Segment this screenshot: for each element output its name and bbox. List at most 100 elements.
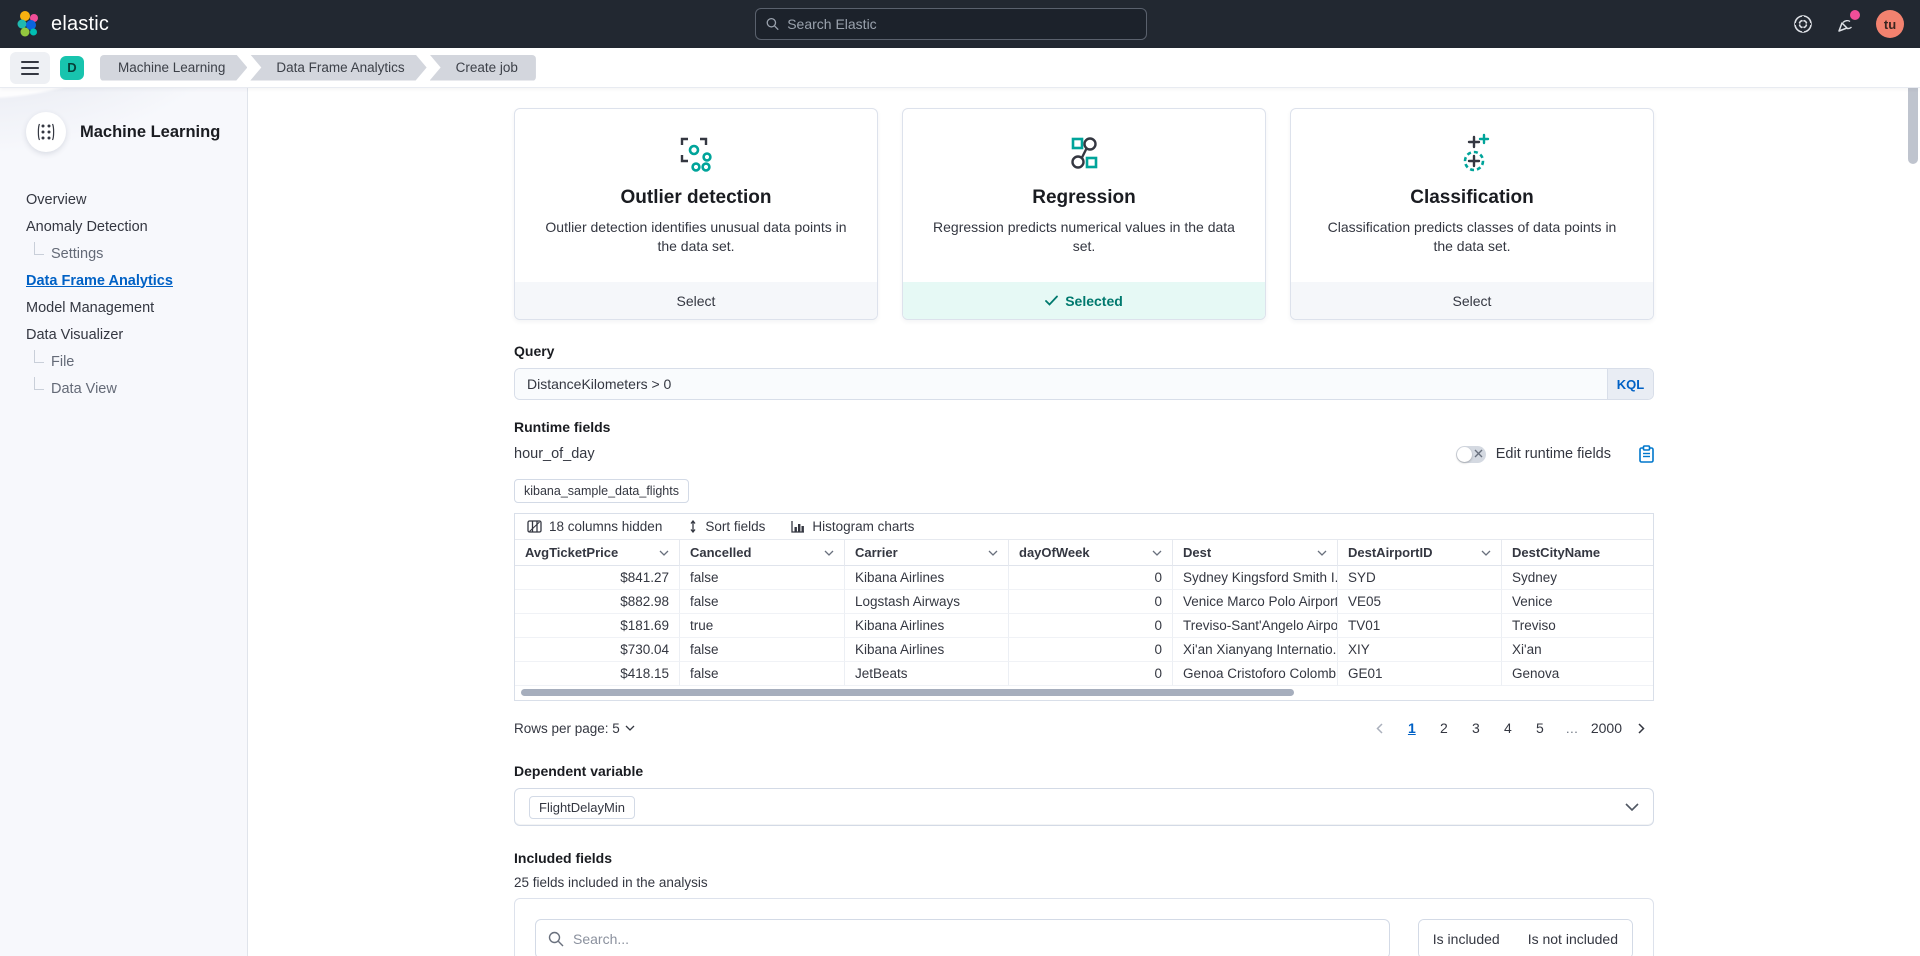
- newsfeed-icon[interactable]: [1834, 10, 1860, 35]
- included-fields-label: Included fields: [514, 850, 613, 866]
- page-button-1[interactable]: 1: [1407, 720, 1416, 736]
- global-search-input[interactable]: [787, 16, 1136, 32]
- dependent-variable-select[interactable]: FlightDelayMin: [514, 788, 1654, 826]
- global-header: elastic tu: [0, 0, 1920, 48]
- help-icon[interactable]: [1792, 13, 1814, 35]
- breadcrumb-data-frame-analytics[interactable]: Data Frame Analytics: [250, 55, 426, 81]
- sidebar-item-model-management[interactable]: Model Management: [26, 299, 155, 316]
- elastic-logo[interactable]: elastic: [16, 10, 109, 38]
- chevron-down-icon[interactable]: [1481, 550, 1491, 556]
- classification-card[interactable]: Classification Classification predicts c…: [1290, 108, 1654, 320]
- column-header-dest[interactable]: Dest: [1173, 540, 1338, 566]
- search-icon: [548, 931, 564, 947]
- edit-runtime-fields-label: Edit runtime fields: [1495, 446, 1611, 462]
- page-button-5[interactable]: 5: [1535, 720, 1544, 736]
- page-button-4[interactable]: 4: [1503, 720, 1512, 736]
- horizontal-scrollbar[interactable]: [515, 688, 1653, 697]
- histogram-icon: [791, 521, 805, 533]
- table-row: $841.27 false Kibana Airlines 0 Sydney K…: [515, 566, 1653, 590]
- runtime-field-name: hour_of_day: [514, 446, 595, 462]
- sort-fields-button[interactable]: Sort fields: [688, 519, 765, 534]
- user-avatar[interactable]: tu: [1876, 10, 1904, 38]
- previous-page-icon[interactable]: [1367, 715, 1393, 741]
- scrollbar-thumb[interactable]: [1908, 54, 1918, 164]
- sidebar-item-file[interactable]: File: [26, 348, 247, 375]
- card-title: Outlier detection: [620, 187, 772, 208]
- column-header-dayofweek[interactable]: dayOfWeek: [1009, 540, 1173, 566]
- global-search[interactable]: [755, 8, 1147, 40]
- notification-dot: [1850, 10, 1860, 20]
- scrollbar-thumb[interactable]: [521, 689, 1294, 696]
- classification-icon: [1291, 131, 1653, 177]
- column-header-cancelled[interactable]: Cancelled: [680, 540, 845, 566]
- columns-hidden-button[interactable]: 18 columns hidden: [527, 519, 662, 534]
- select-classification-button[interactable]: Select: [1291, 282, 1653, 319]
- sidebar-item-data-view[interactable]: Data View: [26, 375, 247, 402]
- menu-icon[interactable]: [10, 51, 50, 84]
- sidebar-item-anomaly-detection[interactable]: Anomaly Detection: [26, 218, 148, 235]
- sidebar-item-overview[interactable]: Overview: [26, 191, 87, 208]
- page-button-2[interactable]: 2: [1439, 720, 1448, 736]
- regression-card[interactable]: Regression Regression predicts numerical…: [902, 108, 1266, 320]
- breadcrumb: Machine Learning Data Frame Analytics Cr…: [100, 54, 536, 81]
- select-outlier-button[interactable]: Select: [515, 282, 877, 319]
- column-header-destairportid[interactable]: DestAirportID: [1338, 540, 1502, 566]
- is-included-filter-button[interactable]: Is included: [1418, 920, 1514, 956]
- sidebar-item-data-frame-analytics[interactable]: Data Frame Analytics: [26, 272, 173, 289]
- machine-learning-app-icon: [26, 112, 66, 152]
- search-icon: [766, 17, 779, 31]
- query-input[interactable]: [515, 369, 1607, 399]
- breadcrumb-bar: D Machine Learning Data Frame Analytics …: [0, 48, 1920, 88]
- chevron-down-icon[interactable]: [1152, 550, 1162, 556]
- sidebar-title: Machine Learning: [80, 122, 221, 141]
- pagination-controls: 1 2 3 4 5 … 2000: [1367, 715, 1654, 741]
- page-scrollbar[interactable]: [1908, 54, 1918, 952]
- card-description: Regression predicts numerical values in …: [933, 219, 1235, 254]
- included-fields-section: Included fields 25 fields included in th…: [514, 850, 1654, 956]
- is-not-included-filter-button[interactable]: Is not included: [1513, 920, 1632, 956]
- edit-runtime-fields-toggle[interactable]: [1455, 445, 1486, 463]
- space-avatar[interactable]: D: [60, 55, 84, 80]
- outlier-detection-card[interactable]: Outlier detection Outlier detection iden…: [514, 108, 878, 320]
- card-title: Classification: [1410, 187, 1534, 208]
- chevron-down-icon[interactable]: [659, 550, 669, 556]
- query-label: Query: [514, 343, 555, 359]
- rows-per-page-button[interactable]: Rows per page: 5: [514, 721, 635, 736]
- page-button-3[interactable]: 3: [1471, 720, 1480, 736]
- elastic-logo-icon: [17, 11, 38, 37]
- toggle-off-x-icon: [1474, 449, 1483, 458]
- check-icon: [1045, 295, 1059, 306]
- chevron-down-icon[interactable]: [1317, 550, 1327, 556]
- histogram-charts-button[interactable]: Histogram charts: [791, 519, 914, 534]
- chevron-down-icon: [1625, 803, 1639, 811]
- ml-sidebar: Machine Learning Overview Anomaly Detect…: [0, 88, 248, 956]
- table-row: $730.04 false Kibana Airlines 0 Xi'an Xi…: [515, 638, 1653, 662]
- column-header-destcityname[interactable]: DestCityName: [1502, 540, 1653, 566]
- fields-search[interactable]: [535, 919, 1390, 956]
- logo-text: elastic: [51, 12, 110, 35]
- column-header-avgticketprice[interactable]: AvgTicketPrice: [515, 540, 680, 566]
- table-row: $882.98 false Logstash Airways 0 Venice …: [515, 590, 1653, 614]
- copy-icon[interactable]: [1639, 445, 1654, 463]
- regression-selected-button[interactable]: Selected: [903, 282, 1265, 319]
- next-page-icon[interactable]: [1628, 715, 1654, 741]
- breadcrumb-machine-learning[interactable]: Machine Learning: [100, 55, 247, 81]
- tree-connector: [34, 377, 44, 390]
- sidebar-item-data-visualizer[interactable]: Data Visualizer: [26, 326, 124, 343]
- page-button-2000[interactable]: 2000: [1590, 720, 1622, 736]
- kql-language-button[interactable]: KQL: [1607, 369, 1653, 399]
- job-type-cards: Outlier detection Outlier detection iden…: [514, 108, 1654, 320]
- card-description: Outlier detection identifies unusual dat…: [545, 219, 847, 254]
- included-fields-summary: 25 fields included in the analysis: [514, 875, 708, 890]
- chevron-down-icon[interactable]: [824, 550, 834, 556]
- index-pattern-badge: kibana_sample_data_flights: [514, 479, 689, 503]
- sort-icon: [690, 520, 696, 533]
- card-title: Regression: [1032, 187, 1136, 208]
- column-header-carrier[interactable]: Carrier: [845, 540, 1009, 566]
- chevron-down-icon[interactable]: [988, 550, 998, 556]
- table-row: $418.15 false JetBeats 0 Genoa Cristofor…: [515, 662, 1653, 686]
- sidebar-item-settings[interactable]: Settings: [26, 240, 247, 267]
- fields-filter-group: Is included Is not included: [1417, 919, 1633, 956]
- fields-search-input[interactable]: [573, 931, 1377, 947]
- sidebar-nav: Overview Anomaly Detection Settings Data…: [26, 186, 247, 402]
